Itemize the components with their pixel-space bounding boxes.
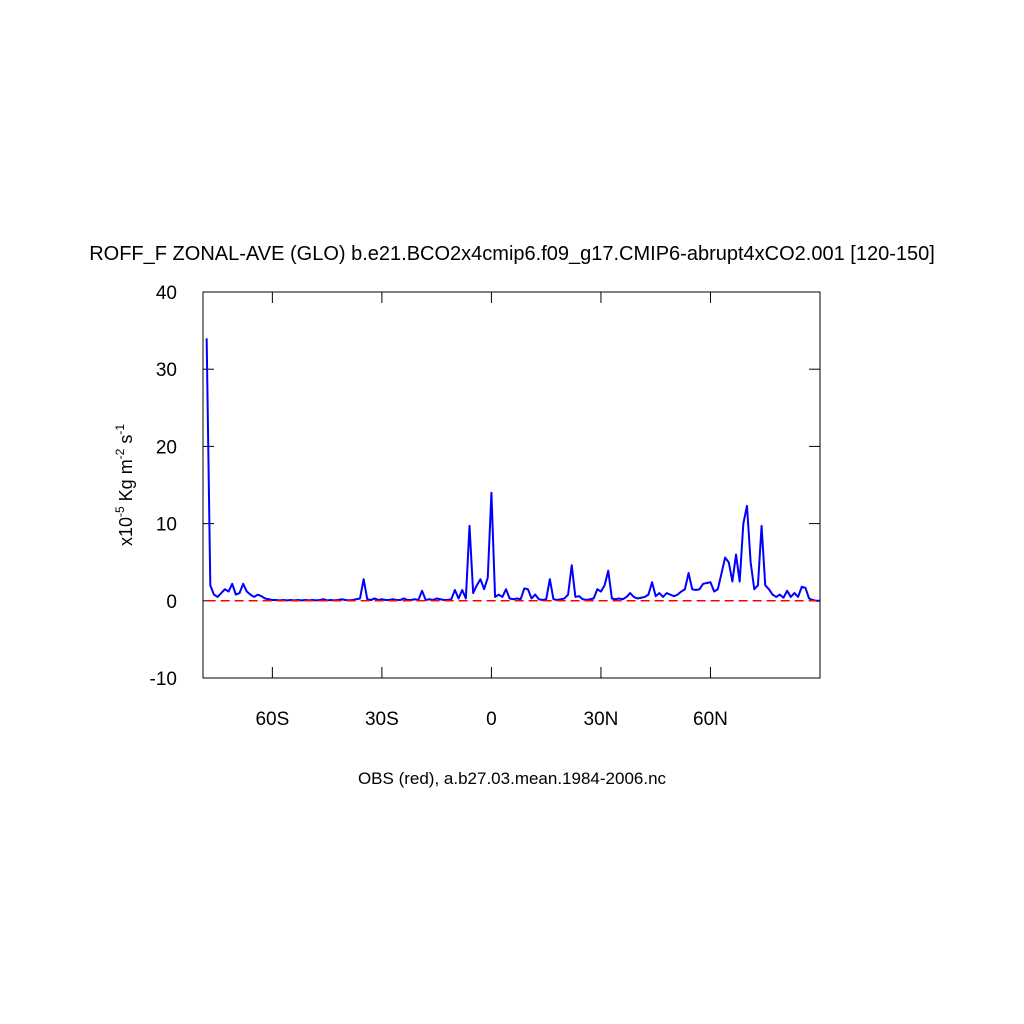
x-tick-label: 30S <box>365 709 399 730</box>
y-tick-label: 40 <box>156 283 177 304</box>
y-tick-label: 30 <box>156 360 177 381</box>
chart-title: ROFF_F ZONAL-AVE (GLO) b.e21.BCO2x4cmip6… <box>89 243 935 265</box>
x-axis-label: OBS (red), a.b27.03.mean.1984-2006.nc <box>358 769 667 788</box>
x-tick-label: 30N <box>584 709 619 730</box>
y-axis-label: x10-5 Kg m-2 s-1 <box>113 424 136 546</box>
data-line <box>205 338 820 602</box>
y-tick-label: 20 <box>156 437 177 458</box>
plot-frame <box>202 291 821 679</box>
y-axis-label-superscript: -1 <box>113 424 127 435</box>
x-tick-label: 60S <box>255 709 289 730</box>
y-axis-label-part: s <box>116 435 136 449</box>
y-axis-label-part: x10 <box>116 517 136 546</box>
y-tick-label: 0 <box>166 592 177 613</box>
y-axis-label-superscript: -5 <box>113 506 127 517</box>
y-tick-label: -10 <box>150 669 177 690</box>
y-axis-label-superscript: -2 <box>113 448 127 459</box>
x-tick-label: 60N <box>693 709 728 730</box>
x-tick-label: 0 <box>486 709 497 730</box>
y-axis-label-part: Kg m <box>116 459 136 506</box>
y-tick-label: 10 <box>156 515 177 536</box>
